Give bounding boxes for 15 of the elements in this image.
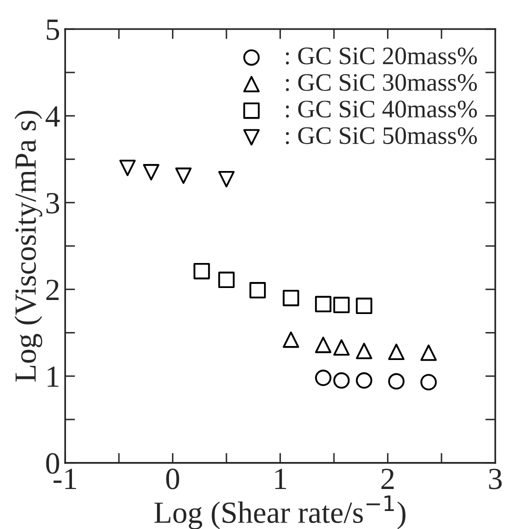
y-tick-label: 2 [46, 280, 59, 300]
legend-label: : GC SiC 50mass% [286, 127, 477, 144]
y-axis-title: Log (Viscosity/mPa s) [14, 110, 42, 382]
x-tick-label: 3 [489, 468, 502, 490]
x-tick-label: 0 [166, 468, 180, 490]
y-tick-label: 4 [46, 106, 60, 126]
y-tick-label: 3 [46, 192, 60, 214]
x-tick-label: 1 [275, 468, 286, 489]
x-axis-title: Log (Shear rate/s$^{−1}$) [154, 495, 406, 529]
x-tick-label: 2 [381, 468, 394, 489]
y-tick-label: 1 [48, 366, 58, 387]
legend-label: : GC SiC 30mass% [286, 74, 477, 92]
legend-label: : GC SiC 40mass% [286, 100, 477, 118]
legend-label: : GC SiC 20mass% [286, 47, 477, 64]
y-tick-label: 5 [46, 20, 60, 40]
